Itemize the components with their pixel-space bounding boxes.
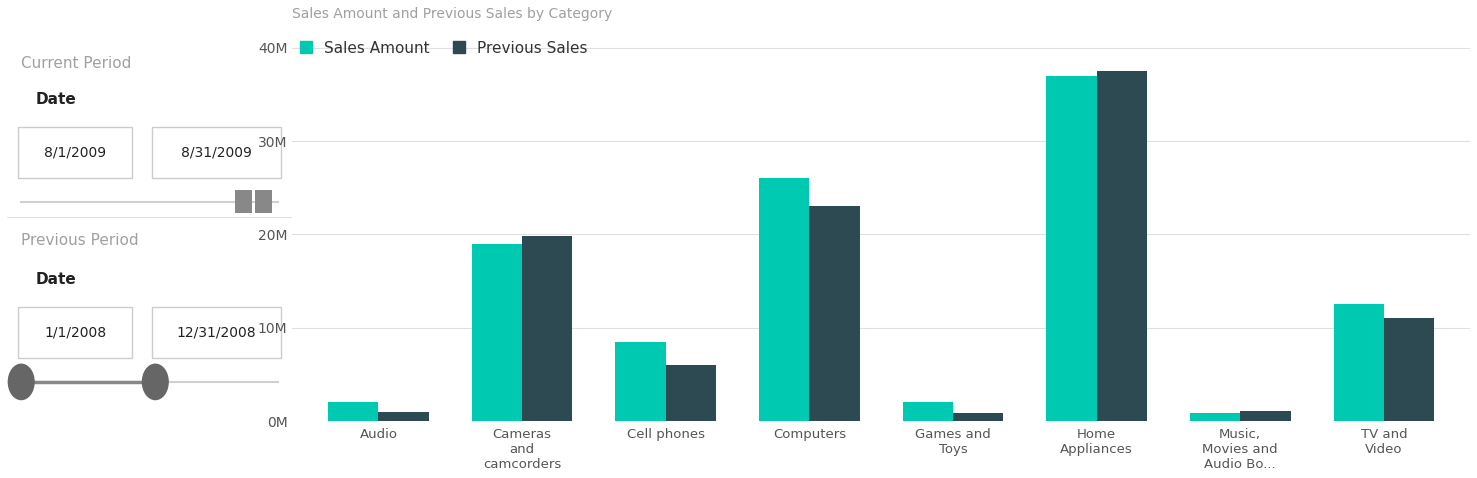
Bar <box>328 402 378 421</box>
Bar <box>1096 71 1146 421</box>
FancyBboxPatch shape <box>18 307 133 358</box>
FancyBboxPatch shape <box>235 190 253 213</box>
Text: Current Period: Current Period <box>21 56 131 72</box>
Bar <box>1046 76 1096 421</box>
FancyBboxPatch shape <box>152 127 281 178</box>
Bar <box>759 178 809 421</box>
Bar <box>1334 304 1384 421</box>
Bar <box>1384 318 1434 421</box>
Bar <box>1241 411 1291 421</box>
Text: 12/31/2008: 12/31/2008 <box>177 326 257 340</box>
Bar <box>471 244 521 421</box>
Circle shape <box>142 364 168 400</box>
Bar <box>902 402 953 421</box>
Bar <box>809 206 860 421</box>
Text: Date: Date <box>35 92 77 107</box>
Text: 8/31/2009: 8/31/2009 <box>182 146 253 160</box>
Bar <box>616 342 666 421</box>
Text: 1/1/2008: 1/1/2008 <box>44 326 106 340</box>
Bar <box>666 365 716 421</box>
Text: Previous Period: Previous Period <box>21 233 139 248</box>
Bar <box>521 236 573 421</box>
Text: Sales Amount and Previous Sales by Category: Sales Amount and Previous Sales by Categ… <box>292 7 613 21</box>
FancyBboxPatch shape <box>152 307 281 358</box>
Bar <box>1190 413 1241 421</box>
Legend: Sales Amount, Previous Sales: Sales Amount, Previous Sales <box>300 41 588 55</box>
Bar <box>953 413 1003 421</box>
FancyBboxPatch shape <box>256 190 272 213</box>
FancyBboxPatch shape <box>18 127 133 178</box>
Bar <box>378 412 428 421</box>
Text: 8/1/2009: 8/1/2009 <box>44 146 106 160</box>
Circle shape <box>9 364 34 400</box>
Text: Date: Date <box>35 272 77 287</box>
